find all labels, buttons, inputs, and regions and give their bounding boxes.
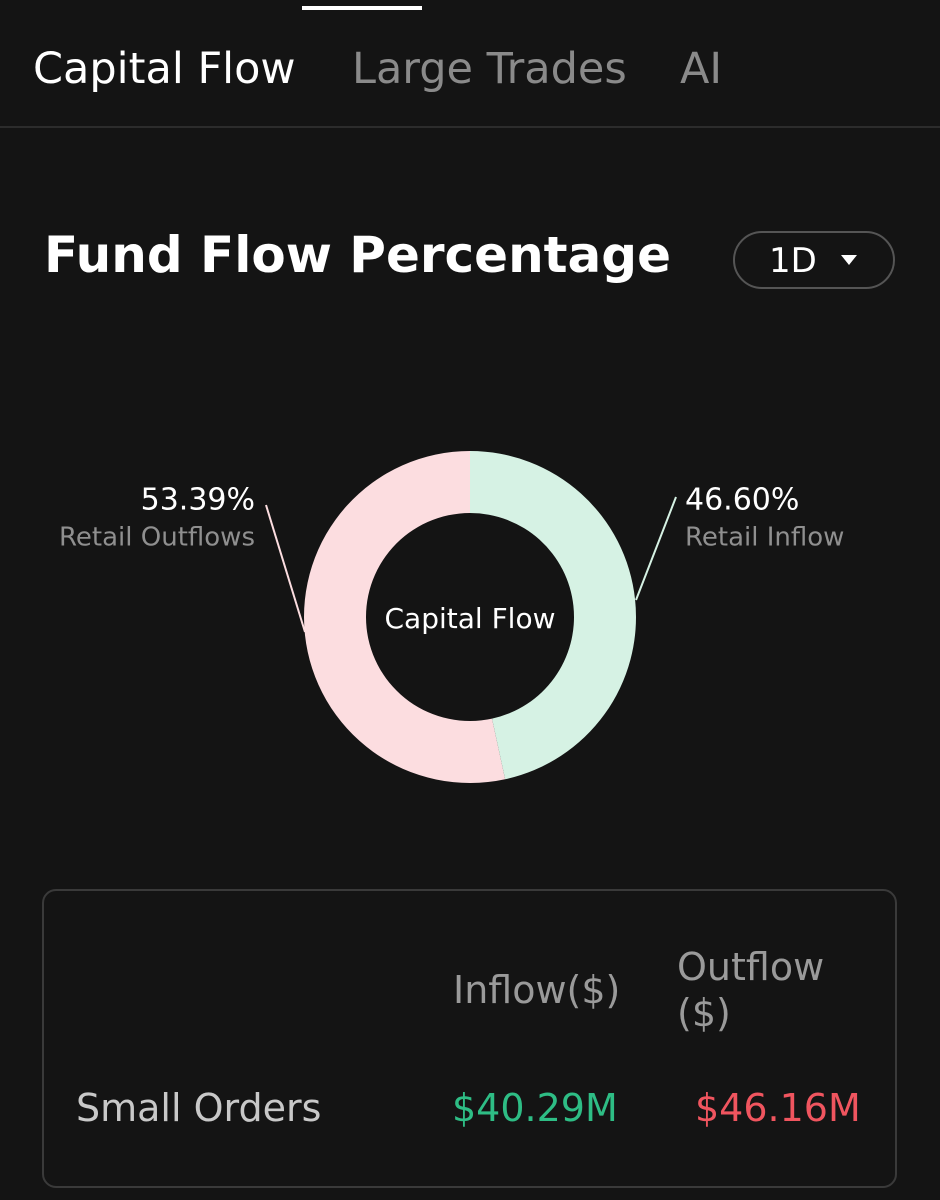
- outflow-value: $46.16M: [695, 1086, 861, 1130]
- tab-indicator: [302, 6, 422, 10]
- flow-table: [42, 889, 897, 1188]
- center-label: Capital Flow: [385, 602, 556, 635]
- dropdown-icon: [841, 255, 857, 265]
- value-label: 46.60%: [685, 483, 799, 518]
- donut-slice: [304, 451, 506, 783]
- leader-line: [265, 504, 306, 633]
- tab[interactable]: Capital Flow: [33, 44, 296, 94]
- value-label: 53.39%: [141, 483, 255, 518]
- row-label: Small Orders: [76, 1086, 322, 1130]
- category-label: Retail Inflow: [685, 523, 844, 553]
- section-title: Fund Flow Percentage: [44, 226, 672, 284]
- column-header: Inflow($): [453, 968, 621, 1012]
- donut-slice: [470, 451, 637, 780]
- category-label: Retail Outflows: [59, 523, 255, 553]
- leader-line: [635, 496, 677, 601]
- period-label: 1D: [769, 241, 817, 281]
- divider: [0, 126, 940, 128]
- tab[interactable]: AI: [680, 44, 723, 94]
- period-selector[interactable]: 1D: [733, 231, 895, 289]
- tab[interactable]: Large Trades: [352, 44, 627, 94]
- column-header: Outflow($): [677, 945, 825, 1035]
- donut-chart: Capital Flow 53.39% Retail Outflows 46.60%…: [59, 451, 844, 783]
- inflow-value: $40.29M: [452, 1086, 618, 1130]
